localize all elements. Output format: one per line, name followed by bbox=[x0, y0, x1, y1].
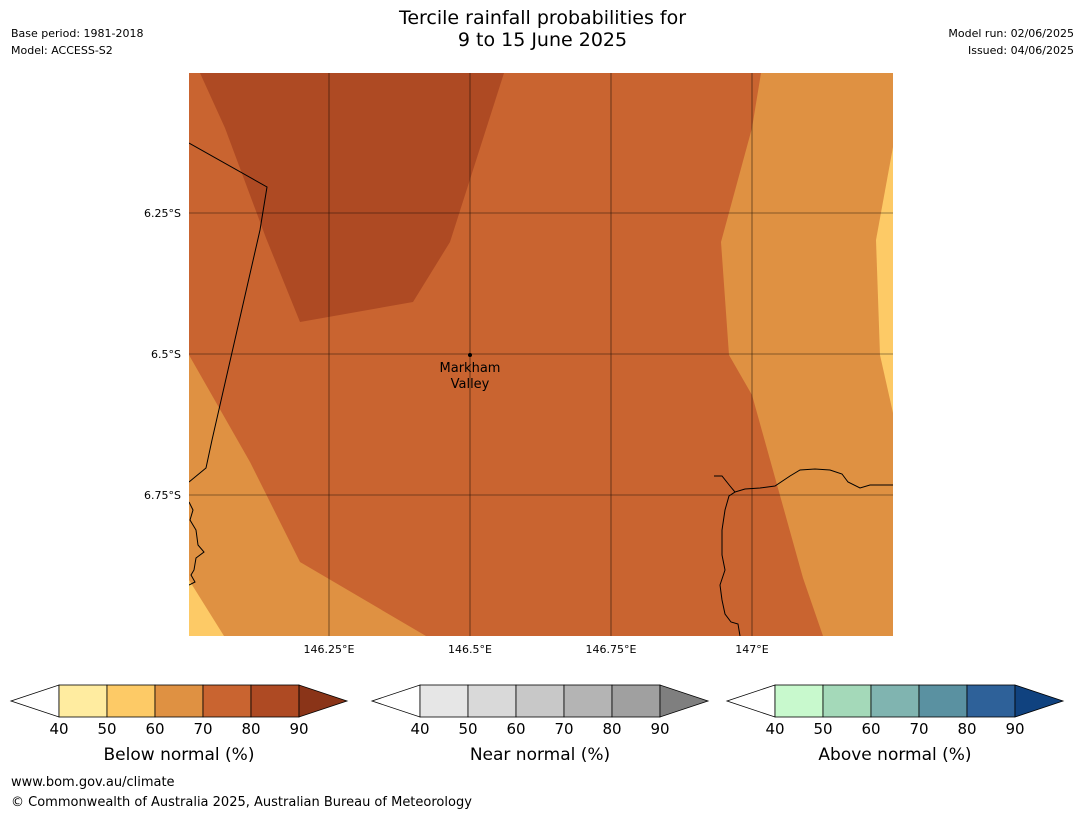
legend-below-swatch bbox=[154, 684, 204, 718]
footer-url[interactable]: www.bom.gov.au/climate bbox=[11, 775, 175, 790]
legend-near-swatch bbox=[419, 684, 469, 718]
legend-above-min-arrow bbox=[725, 684, 776, 718]
legend-above-swatch bbox=[870, 684, 920, 718]
legend-below-min-arrow bbox=[9, 684, 60, 718]
legend-above-tick: 40 bbox=[765, 720, 784, 738]
legend-below-swatch bbox=[202, 684, 252, 718]
legend-above-tick: 90 bbox=[1005, 720, 1024, 738]
coastline-east bbox=[714, 475, 741, 636]
legend-below-swatch bbox=[58, 684, 108, 718]
border-line bbox=[189, 142, 268, 483]
legend-above-tick: 50 bbox=[813, 720, 832, 738]
probability-map bbox=[189, 73, 893, 636]
legend-above-swatch bbox=[822, 684, 872, 718]
legend-near-max-arrow bbox=[659, 684, 710, 718]
header-meta-left: Base period: 1981-2018 Model: ACCESS-S2 bbox=[11, 25, 143, 59]
base-period-text: Base period: 1981-2018 bbox=[11, 27, 144, 40]
legend-below-tick: 70 bbox=[193, 720, 212, 738]
lat-label: 6.75°S bbox=[144, 489, 181, 502]
legend-near-tick: 70 bbox=[554, 720, 573, 738]
coastline-west bbox=[189, 501, 205, 586]
place-marker bbox=[468, 353, 472, 357]
legend-above-label: Above normal (%) bbox=[818, 745, 972, 765]
legend-above-swatch bbox=[966, 684, 1016, 718]
legend-near-tick: 40 bbox=[410, 720, 429, 738]
lon-label: 146.25°E bbox=[304, 643, 355, 656]
legend-near-label: Near normal (%) bbox=[469, 745, 611, 765]
legend-near-swatch bbox=[611, 684, 661, 718]
legend-below-tick: 50 bbox=[97, 720, 116, 738]
legend-below-swatch bbox=[106, 684, 156, 718]
lat-label: 6.5°S bbox=[151, 348, 181, 361]
region-80-90 bbox=[200, 73, 504, 322]
legend-below-swatch bbox=[250, 684, 300, 718]
place-name-line2: Valley bbox=[451, 377, 490, 392]
legend-above-swatch bbox=[918, 684, 968, 718]
lat-label: 6.25°S bbox=[144, 207, 181, 220]
title-line1: Tercile rainfall probabilities for bbox=[398, 7, 687, 29]
legend-above-tick: 80 bbox=[957, 720, 976, 738]
legend-near-swatch bbox=[515, 684, 565, 718]
legend-near-tick: 60 bbox=[506, 720, 525, 738]
legends: 40 50 60 70 80 90 40 50 60 70 80 90 40 50 60 70 80 90 bbox=[9, 684, 1065, 738]
region-50-60-southwest bbox=[189, 580, 224, 636]
legend-near-tick: 80 bbox=[602, 720, 621, 738]
legend-above-tick: 70 bbox=[909, 720, 928, 738]
legend-below-tick: 40 bbox=[49, 720, 68, 738]
legend-near-min-arrow bbox=[370, 684, 421, 718]
chart-title: Tercile rainfall probabilities for 9 to … bbox=[0, 7, 1085, 51]
model-run-text: Model run: 02/06/2025 bbox=[948, 27, 1074, 40]
coastline-northeast bbox=[734, 468, 893, 493]
legend-below-max-arrow bbox=[298, 684, 349, 718]
lon-label: 146.5°E bbox=[448, 643, 492, 656]
legend-near-tick: 50 bbox=[458, 720, 477, 738]
lat-axis: 6.25°S 6.5°S 6.75°S bbox=[144, 207, 181, 502]
legend-below-tick: 80 bbox=[241, 720, 260, 738]
header-meta-right: Model run: 02/06/2025 Issued: 04/06/2025 bbox=[948, 25, 1074, 59]
legend-near-swatch bbox=[563, 684, 613, 718]
lon-label: 146.75°E bbox=[586, 643, 637, 656]
legend-above-max-arrow bbox=[1014, 684, 1065, 718]
legend-below-tick: 60 bbox=[145, 720, 164, 738]
region-50-60-east bbox=[876, 147, 893, 413]
title-line2: 9 to 15 June 2025 bbox=[457, 29, 628, 51]
legend-near-swatch bbox=[467, 684, 517, 718]
place-name-line1: Markham bbox=[440, 361, 501, 376]
lon-axis: 146.25°E 146.5°E 146.75°E 147°E bbox=[304, 643, 769, 656]
legend-near-tick: 90 bbox=[650, 720, 669, 738]
legend-above-tick: 60 bbox=[861, 720, 880, 738]
region-60-70-west bbox=[189, 355, 426, 636]
model-text: Model: ACCESS-S2 bbox=[11, 44, 113, 57]
legend-below-label: Below normal (%) bbox=[103, 745, 255, 765]
issued-text: Issued: 04/06/2025 bbox=[967, 44, 1074, 57]
legend-above-swatch bbox=[774, 684, 824, 718]
footer-copyright: © Commonwealth of Australia 2025, Austra… bbox=[11, 795, 472, 810]
lon-label: 147°E bbox=[735, 643, 768, 656]
legend-below-tick: 90 bbox=[289, 720, 308, 738]
graticule bbox=[189, 73, 893, 636]
